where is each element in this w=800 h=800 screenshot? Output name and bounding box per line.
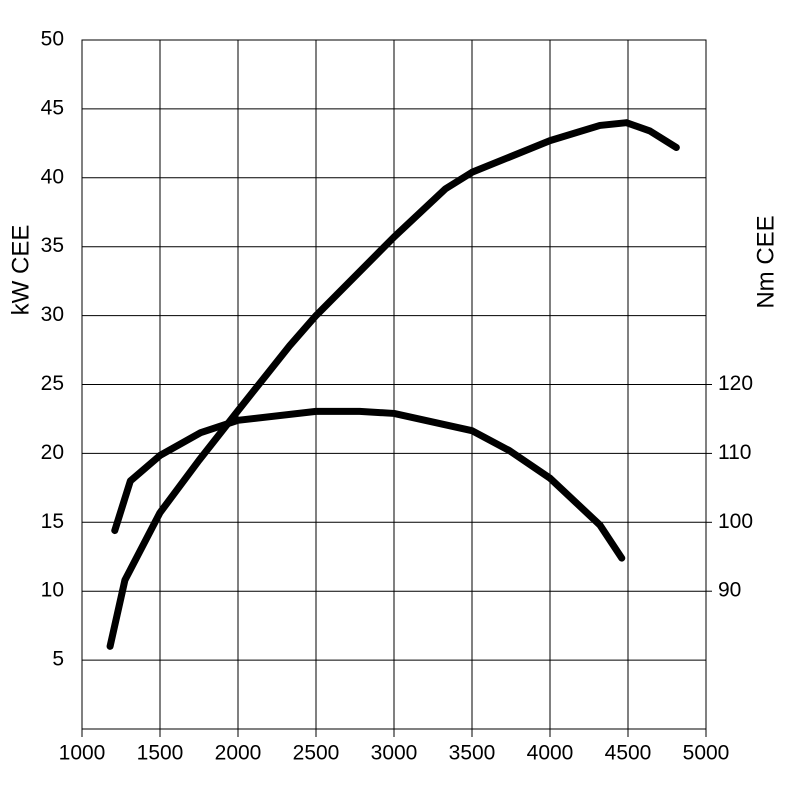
x-tick-label: 2000 [215, 742, 262, 765]
series-line [111, 407, 626, 562]
y2-tick-label: 110 [718, 441, 751, 464]
y-axis-label: kW CEE [7, 225, 34, 316]
x-tick-label: 1500 [137, 742, 184, 765]
y-tick-label: 35 [41, 234, 64, 257]
y-tick-label: 10 [41, 579, 64, 602]
x-tick-label: 3000 [371, 742, 418, 765]
x-tick-label: 3500 [449, 742, 496, 765]
x-tick-label: 4500 [605, 742, 652, 765]
y2-tick-label: 100 [718, 510, 753, 533]
y2-tick-label: 120 [718, 372, 753, 395]
x-tick-label: 2500 [293, 742, 340, 765]
y2-tick-label: 90 [718, 579, 741, 602]
y-tick-label: 5 [52, 648, 64, 671]
y-tick-label: 45 [41, 96, 64, 119]
x-tick-label: 4000 [527, 742, 574, 765]
x-tick-label: 1000 [59, 742, 106, 765]
y-tick-label: 30 [41, 303, 64, 326]
y-tick-label: 20 [41, 441, 64, 464]
series-line [106, 119, 680, 650]
y-tick-label: 15 [41, 510, 64, 533]
y-tick-label: 40 [41, 165, 64, 188]
y2-axis-label: Nm CEE [752, 215, 779, 308]
y-tick-label: 25 [41, 372, 64, 395]
y-tick-label: 50 [41, 28, 64, 51]
x-tick-label: 5000 [683, 742, 730, 765]
